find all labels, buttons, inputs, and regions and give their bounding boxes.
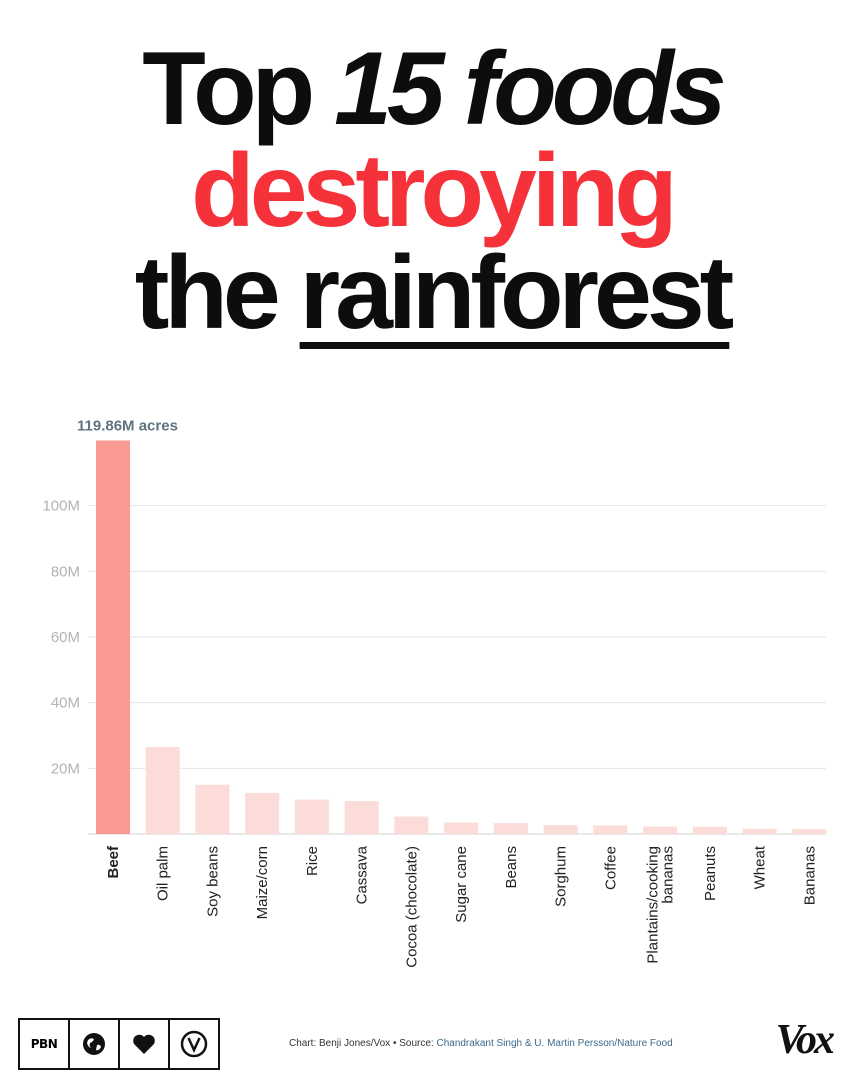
credit-source: Chandrakant Singh & U. Martin Persson/Na… xyxy=(436,1038,673,1049)
pbn-badge-text: PBN xyxy=(30,1037,58,1051)
bar xyxy=(145,746,180,834)
x-tick-label: Sugar cane xyxy=(453,846,470,923)
y-tick-label: 80M xyxy=(51,563,80,580)
bar xyxy=(245,792,280,834)
x-tick-label: Beans xyxy=(503,846,520,889)
headline: Top 15 foods destroying the rainforest xyxy=(0,37,864,345)
bar xyxy=(444,822,479,834)
x-tick-label: Rice xyxy=(304,846,321,876)
bar xyxy=(643,826,678,834)
bar xyxy=(195,784,230,834)
bar xyxy=(96,440,130,834)
data-label-annotation: 119.86M acres xyxy=(77,417,178,434)
credit-prefix: Chart: Benji Jones/Vox • Source: xyxy=(289,1038,437,1049)
x-tick-label: Plantains/cooking xyxy=(645,846,662,964)
x-tick-label: Wheat xyxy=(752,845,769,889)
x-tick-label: Bananas xyxy=(801,846,818,905)
bar xyxy=(742,828,777,834)
y-tick-label: 40M xyxy=(51,695,80,712)
y-tick-label: 100M xyxy=(42,498,80,515)
pbn-logo-icon: PBN xyxy=(20,1020,70,1068)
bar xyxy=(394,816,429,834)
bar xyxy=(493,823,528,834)
headline-destroying: destroying xyxy=(191,133,678,249)
y-tick-label: 20M xyxy=(51,760,80,777)
y-tick-label: 60M xyxy=(51,629,80,646)
x-tick-label: Cocoa (chocolate) xyxy=(403,846,420,968)
headline-top: Top xyxy=(142,31,335,147)
bar xyxy=(294,799,329,834)
x-tick-label: Cassava xyxy=(354,845,371,904)
x-tick-label: Beef xyxy=(105,845,122,879)
x-tick-label: Maize/corn xyxy=(254,846,271,919)
footer: PBN Chart: Benji Jones/Vox • Source: Cha… xyxy=(0,1010,864,1080)
vox-logo: Vox xyxy=(775,1017,835,1063)
x-tick-label: Soy beans xyxy=(204,846,221,917)
bar xyxy=(543,825,578,834)
x-tick-label: Sorghum xyxy=(553,846,570,907)
bar xyxy=(792,829,827,834)
vegan-v-icon xyxy=(170,1020,218,1068)
headline-line-3: the rainforest xyxy=(0,241,864,345)
headline-15-foods: 15 foods xyxy=(334,31,727,147)
headline-rainforest: rainforest xyxy=(299,235,735,351)
globe-icon xyxy=(70,1020,120,1068)
badge-strip: PBN xyxy=(18,1018,220,1070)
chart-credit: Chart: Benji Jones/Vox • Source: Chandra… xyxy=(289,1038,673,1049)
x-tick-label: Peanuts xyxy=(702,846,719,901)
bar-chart: 20M 40M 60M 80M 100M Beef Oil palm Soy beans Mai… xyxy=(42,417,827,968)
headline-line-1: Top 15 foods xyxy=(0,37,864,141)
x-tick-label: Coffee xyxy=(602,846,619,890)
x-tick-label: bananas xyxy=(660,846,677,904)
bar xyxy=(344,801,379,834)
headline-the: the xyxy=(134,235,300,351)
x-tick-label: Oil palm xyxy=(155,846,172,901)
bar xyxy=(692,826,727,834)
heart-icon xyxy=(120,1020,170,1068)
bar xyxy=(593,825,628,834)
